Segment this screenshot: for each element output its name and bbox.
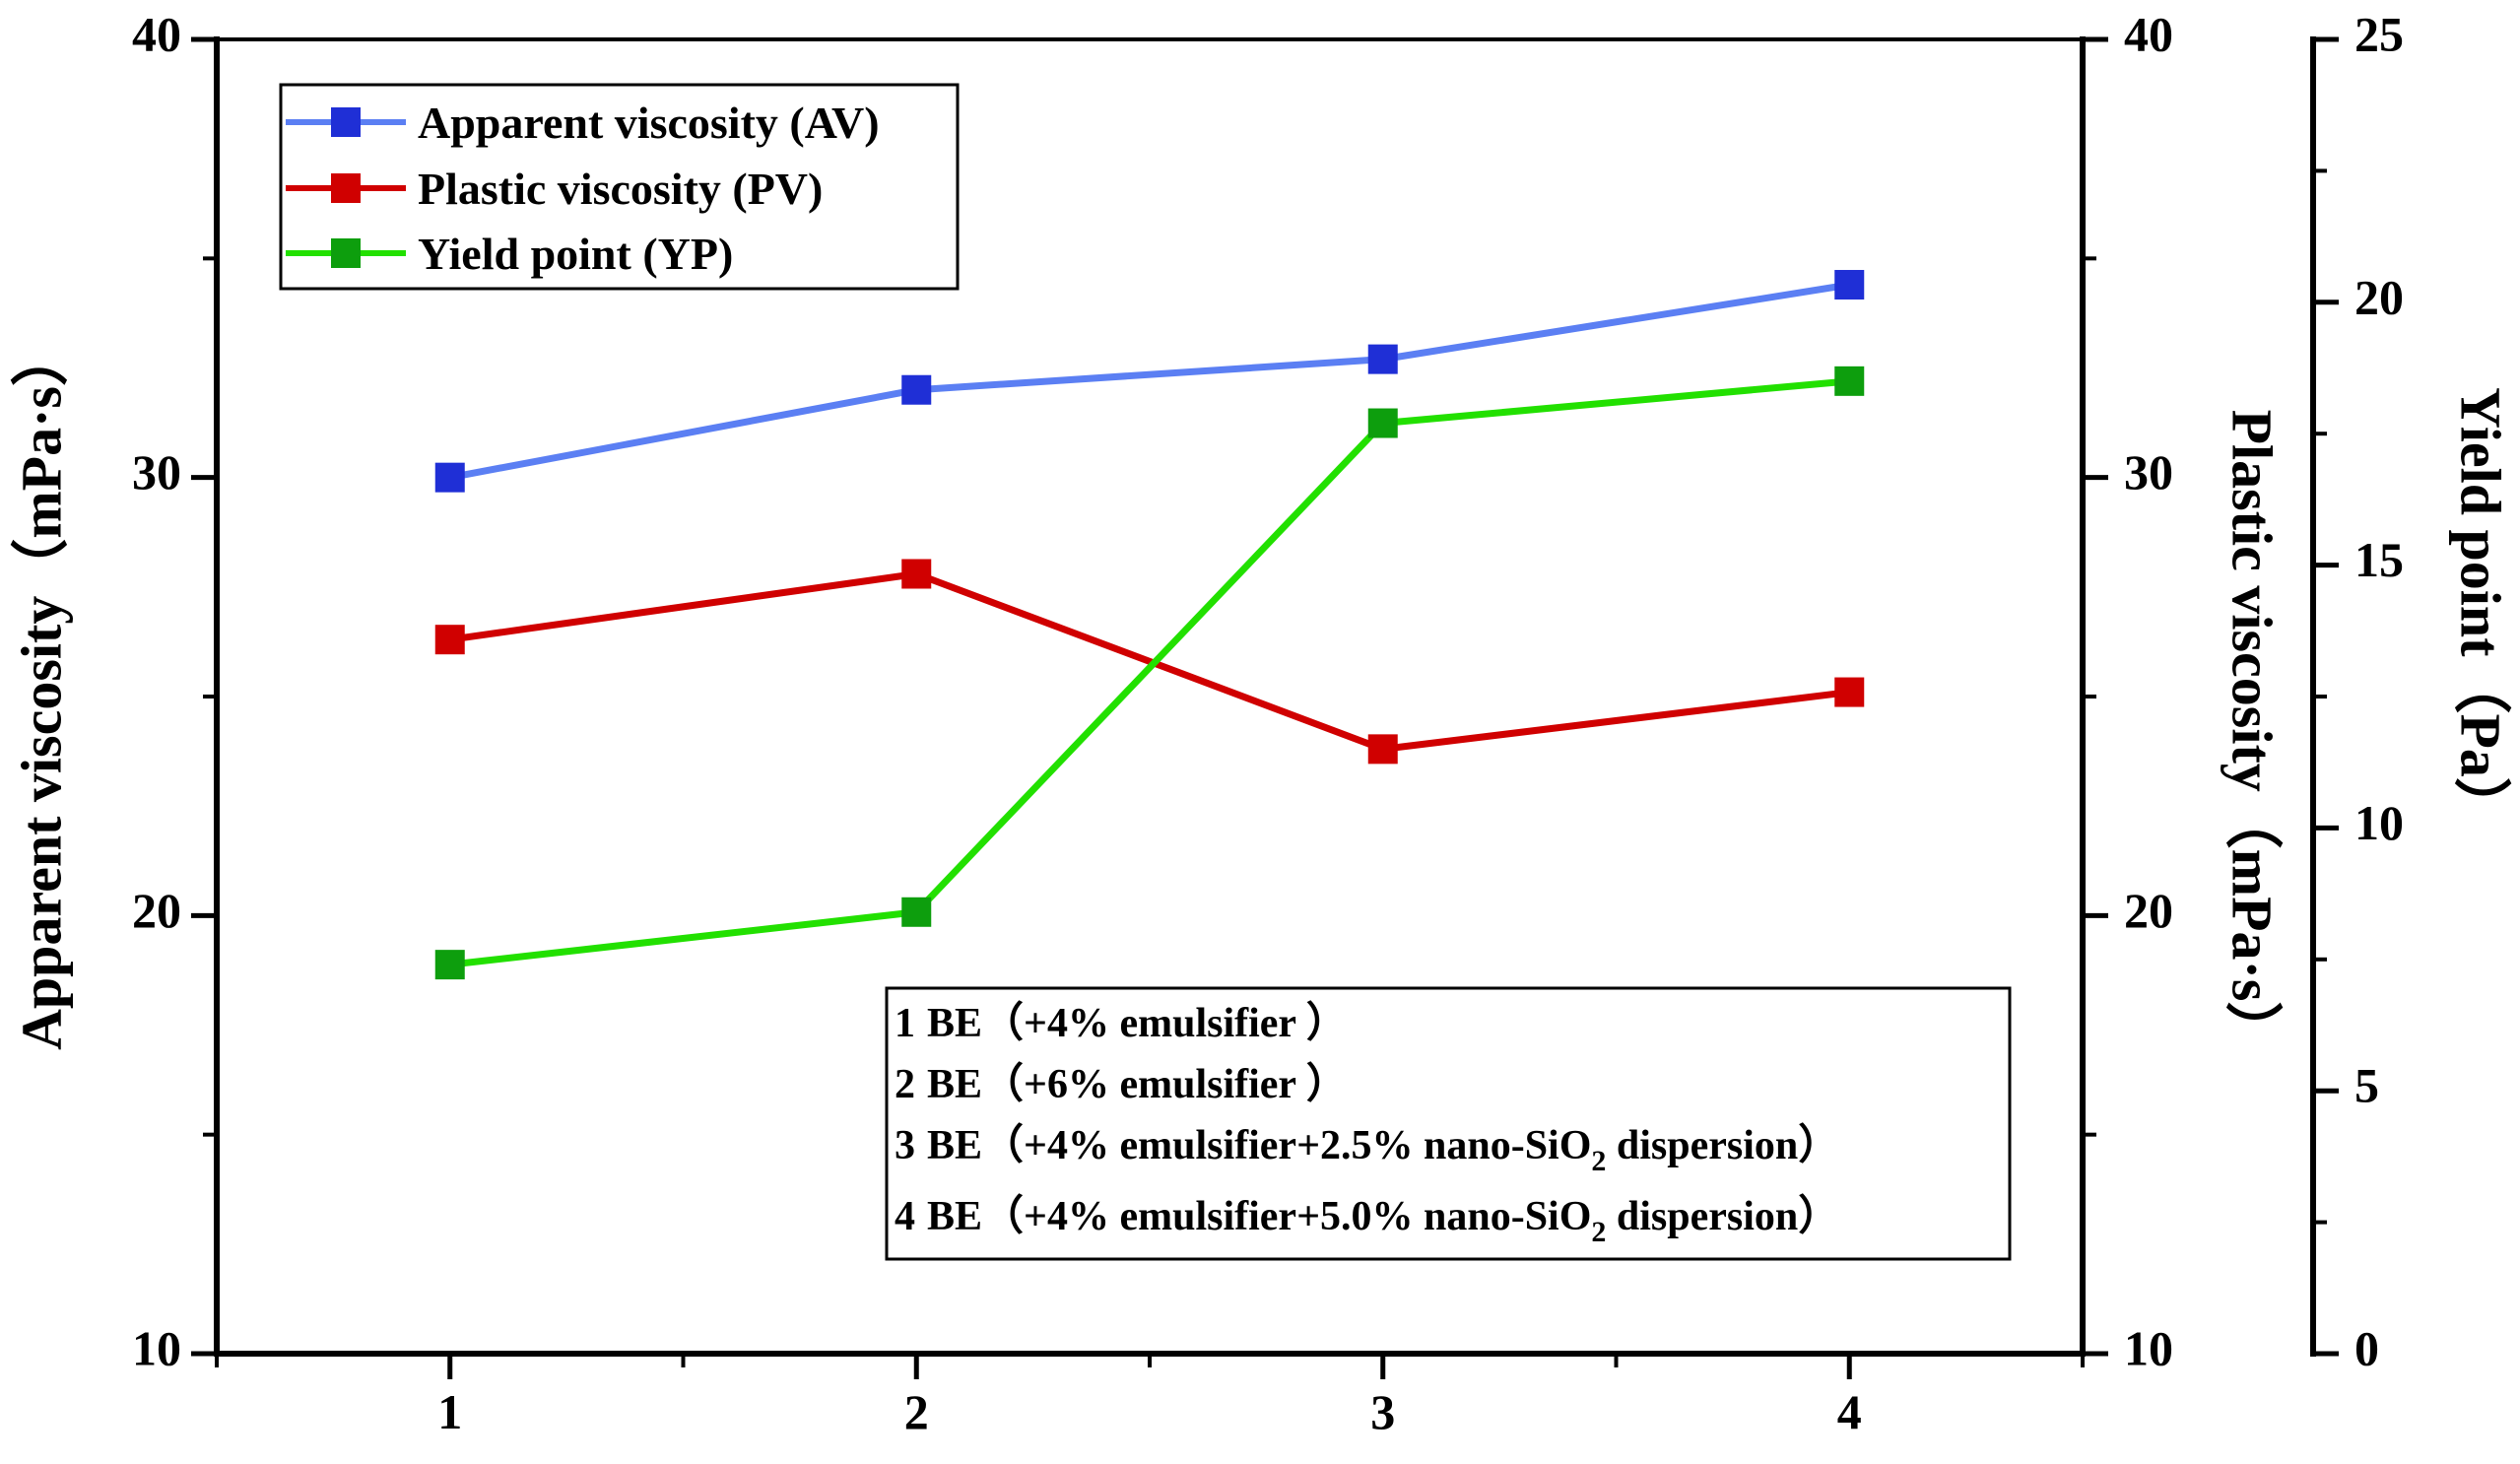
annotation-line-4: 4 BE（+4% emulsifier+5.0% nano-SiO2 disper… [895, 1193, 1839, 1248]
annotation-line-3-post: dispersion） [1606, 1122, 1839, 1168]
left-axis-title: Apparent viscosity（mPa·s） [9, 329, 73, 1050]
x-axis-tick-label: 3 [1370, 1384, 1395, 1439]
annotation-line-1-num: 1 [895, 1001, 915, 1046]
x-axis-tick-label: 1 [437, 1384, 462, 1439]
data-point-av-3 [1367, 344, 1398, 374]
data-point-yp-1 [434, 950, 465, 980]
plastic-viscosity-axis-title: Plastic viscosity（mPa·s） [2221, 410, 2285, 1059]
annotation-line-4-num: 4 [895, 1194, 915, 1239]
left-axis-tick-label: 20 [132, 883, 181, 938]
right1-axis-tick-label: 10 [2124, 1320, 2173, 1375]
data-point-av-1 [434, 462, 465, 493]
legend-marker-av [331, 107, 361, 137]
annotation-line-1: 1 BE（+4% emulsifier ） [895, 1000, 1348, 1046]
series-line-pv [449, 569, 1850, 753]
legend-marker-pv [331, 173, 361, 203]
x-axis-tick-label: 2 [904, 1384, 929, 1439]
series-line-av [449, 281, 1850, 482]
legend-marker-yp [331, 238, 361, 268]
annotation-line-4-sub: 2 [1591, 1216, 1606, 1248]
legend-label-av: Apparent viscosity (AV) [418, 98, 880, 148]
right1-axis-tick-label: 40 [2124, 6, 2173, 61]
data-point-pv-2 [901, 559, 932, 589]
legend: Apparent viscosity (AV) Plastic viscosit… [279, 83, 960, 291]
yield-point-axis-title: Yield point（Pa） [2449, 387, 2513, 834]
data-point-yp-3 [1367, 408, 1398, 438]
right1-axis-tick-label: 20 [2124, 883, 2173, 938]
annotation-line-2-text: BE（+6% emulsifier ） [927, 1061, 1348, 1107]
annotation-line-1-text: BE（+4% emulsifier ） [927, 1000, 1348, 1046]
annotation-line-3-pre: BE（+4% emulsifier+2.5% nano-SiO [927, 1122, 1591, 1168]
annotation-line-3-num: 3 [895, 1123, 915, 1168]
annotation-line-4-post: dispersion） [1606, 1193, 1839, 1239]
left-axis-tick-label: 10 [132, 1320, 181, 1375]
right2-axis-tick-label: 0 [2354, 1320, 2379, 1375]
data-point-pv-3 [1367, 734, 1398, 765]
right2-axis-tick-label: 25 [2354, 6, 2404, 61]
legend-label-yp: Yield point (YP) [418, 229, 733, 279]
legend-label-pv: Plastic viscosity (PV) [418, 164, 823, 214]
right2-axis-tick-label: 15 [2354, 532, 2404, 587]
data-point-yp-2 [901, 897, 932, 927]
data-point-yp-4 [1834, 366, 1865, 396]
data-point-av-2 [901, 374, 932, 405]
data-point-av-4 [1834, 270, 1865, 300]
annotation-line-4-pre: BE（+4% emulsifier+5.0% nano-SiO [927, 1193, 1591, 1239]
x-axis-tick-label: 4 [1837, 1384, 1862, 1439]
left-axis-tick-label: 30 [132, 444, 181, 499]
ticks-layer: 10 20 30 40 10 20 30 40 0 5 10 15 20 25 1 2 3 4 [132, 6, 2404, 1439]
right2-axis-tick-label: 5 [2354, 1058, 2379, 1113]
right2-axis-tick-label: 10 [2354, 795, 2404, 850]
series-line-yp [449, 377, 1850, 968]
series-layer [434, 270, 1865, 980]
annotation-line-2: 2 BE（+6% emulsifier ） [895, 1061, 1348, 1107]
right1-axis-tick-label: 30 [2124, 444, 2173, 499]
left-axis-tick-label: 40 [132, 6, 181, 61]
annotation-line-3: 3 BE（+4% emulsifier+2.5% nano-SiO2 disper… [895, 1122, 1839, 1177]
data-point-pv-4 [1834, 677, 1865, 707]
right2-axis-tick-label: 20 [2354, 269, 2404, 324]
annotation-frame [885, 986, 2012, 1261]
data-point-pv-1 [434, 625, 465, 655]
annotation-box: 1 BE（+4% emulsifier ） 2 BE（+6% emulsifier … [885, 986, 2012, 1261]
annotation-line-3-sub: 2 [1591, 1145, 1606, 1177]
annotation-line-2-num: 2 [895, 1062, 915, 1107]
